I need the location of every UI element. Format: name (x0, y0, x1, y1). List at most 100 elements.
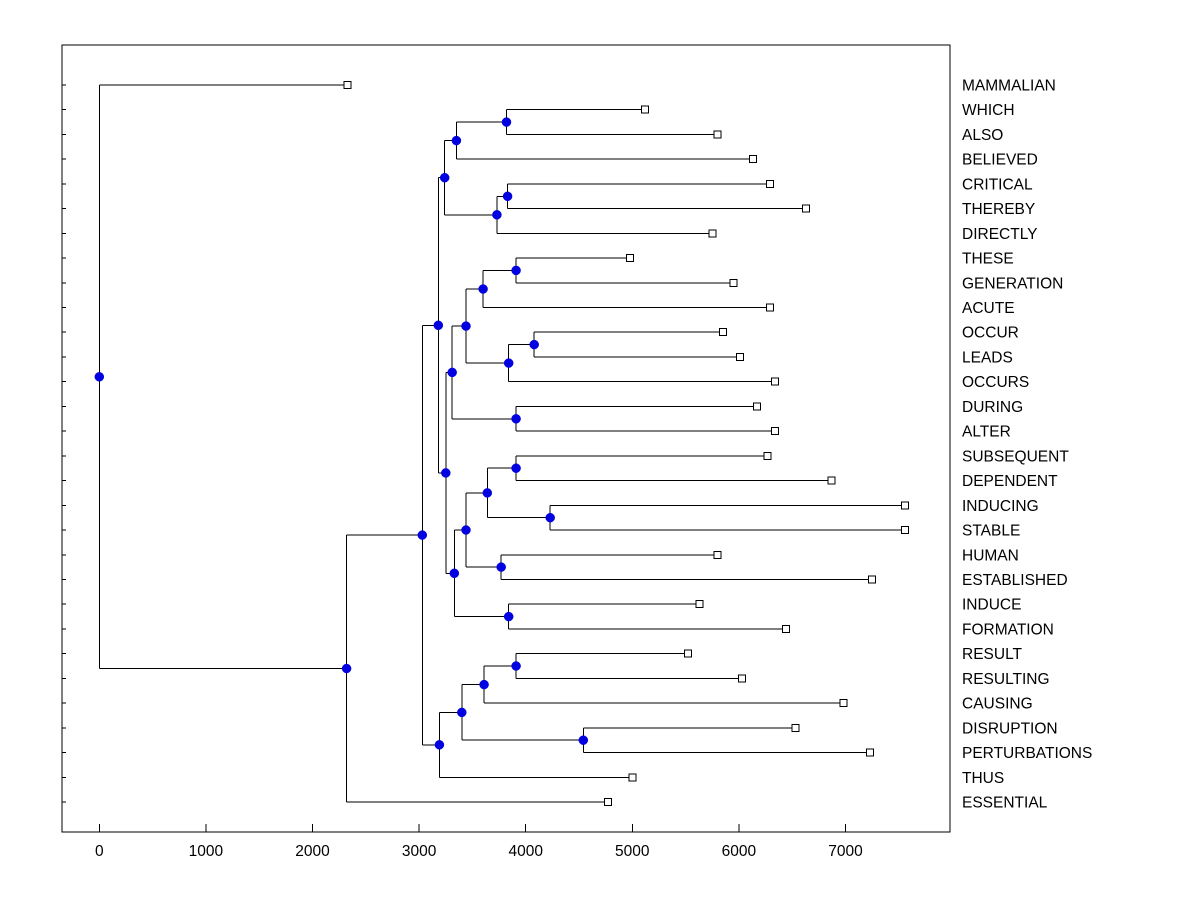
leaf-marker (868, 575, 877, 584)
leaf-label-resulting: RESULTING (962, 671, 1050, 688)
leaf-marker (802, 204, 811, 213)
leaf-label-formation: FORMATION (962, 621, 1054, 638)
leaf-marker (763, 451, 772, 460)
leaf-label-also: ALSO (962, 127, 1003, 144)
leaf-label-during: DURING (962, 399, 1023, 416)
leaf-marker (729, 278, 738, 287)
leaf-marker (748, 155, 757, 164)
x-tick-label: 4000 (508, 843, 543, 860)
leaf-marker (708, 229, 717, 238)
leaf-label-perturbations: PERTURBATIONS (962, 745, 1092, 762)
x-tick-label: 7000 (828, 843, 863, 860)
x-tick-label: 6000 (722, 843, 757, 860)
leaf-marker (718, 328, 727, 337)
leaf-label-occurs: OCCURS (962, 374, 1029, 391)
leaf-marker (641, 105, 650, 114)
leaf-marker (736, 353, 744, 361)
leaf-marker (765, 303, 774, 312)
leaf-marker (781, 624, 790, 633)
leaf-label-mammalian: MAMMALIAN (962, 78, 1056, 95)
internal-node-marker (529, 339, 539, 350)
leaf-label-which: WHICH (962, 102, 1015, 119)
leaf-marker (713, 130, 722, 139)
leaf-marker (901, 526, 910, 534)
internal-node-marker (94, 372, 105, 382)
leaf-label-causing: CAUSING (962, 696, 1033, 713)
internal-node-marker (479, 679, 489, 690)
leaf-label-occur: OCCUR (962, 325, 1019, 342)
leaf-label-stable: STABLE (962, 523, 1020, 540)
node-markers (94, 81, 910, 806)
leaf-marker (866, 748, 874, 757)
leaf-marker (771, 377, 780, 386)
leaf-marker (791, 723, 800, 732)
x-tick-label: 3000 (402, 843, 437, 860)
leaf-marker (603, 798, 612, 806)
internal-node-marker (492, 210, 502, 220)
leaf-label-dependent: DEPENDENT (962, 473, 1058, 490)
leaf-label-thus: THUS (962, 770, 1004, 787)
x-tick-label: 5000 (615, 843, 650, 860)
leaf-marker (901, 501, 910, 510)
x-tick-label: 2000 (295, 843, 330, 860)
leaf-label-acute: ACUTE (962, 300, 1015, 317)
internal-node-marker (503, 611, 514, 622)
leaf-label-critical: CRITICAL (962, 176, 1033, 193)
leaf-marker (839, 699, 848, 708)
leaf-marker (695, 600, 704, 609)
internal-node-marker (434, 740, 445, 750)
leaf-label-these: THESE (962, 251, 1014, 268)
leaf-label-induce: INDUCE (962, 597, 1021, 614)
leaf-marker (626, 254, 635, 263)
internal-node-marker (457, 707, 467, 718)
leaf-label-inducing: INDUCING (962, 498, 1039, 515)
internal-node-marker (501, 117, 512, 127)
internal-node-marker (511, 414, 521, 424)
leaf-marker (827, 476, 836, 485)
internal-node-marker (496, 562, 506, 572)
internal-node-marker (441, 468, 451, 478)
internal-node-marker (482, 488, 493, 498)
leaf-label-leads: LEADS (962, 350, 1013, 367)
leaf-marker (683, 649, 692, 658)
internal-node-marker (503, 358, 514, 368)
internal-node-marker (511, 661, 521, 671)
internal-node-marker (478, 284, 488, 294)
leaf-marker (738, 674, 747, 683)
internal-node-marker (461, 525, 471, 535)
internal-node-marker (451, 135, 462, 146)
internal-node-marker (502, 191, 513, 202)
leaf-label-disruption: DISRUPTION (962, 720, 1058, 737)
internal-node-marker (511, 265, 521, 276)
internal-node-marker (461, 321, 471, 331)
axes (61, 44, 951, 833)
leaf-label-subsequent: SUBSEQUENT (962, 448, 1069, 465)
leaf-label-human: HUMAN (962, 547, 1019, 564)
leaf-marker (753, 402, 761, 411)
leaf-label-directly: DIRECTLY (962, 226, 1038, 243)
plot-box (61, 44, 951, 833)
internal-node-marker (439, 172, 450, 183)
internal-node-marker (511, 463, 521, 473)
internal-node-marker (447, 367, 457, 378)
leaf-label-thereby: THEREBY (962, 201, 1035, 218)
leaf-marker (765, 179, 774, 188)
leaf-label-alter: ALTER (962, 424, 1011, 441)
leaf-marker (343, 81, 352, 89)
leaf-label-believed: BELIEVED (962, 152, 1038, 169)
leaf-label-established: ESTABLISHED (962, 572, 1068, 589)
internal-node-marker (578, 735, 589, 745)
internal-node-marker (417, 530, 428, 540)
internal-node-marker (545, 512, 555, 523)
leaf-marker (628, 773, 637, 782)
x-tick-label: 1000 (189, 843, 224, 860)
leaf-marker (771, 427, 780, 436)
leaf-label-essential: ESSENTIAL (962, 795, 1048, 812)
leaf-label-generation: GENERATION (962, 275, 1063, 292)
x-tick-label: 0 (95, 843, 104, 860)
leaf-marker (713, 550, 722, 559)
internal-node-marker (433, 320, 444, 331)
